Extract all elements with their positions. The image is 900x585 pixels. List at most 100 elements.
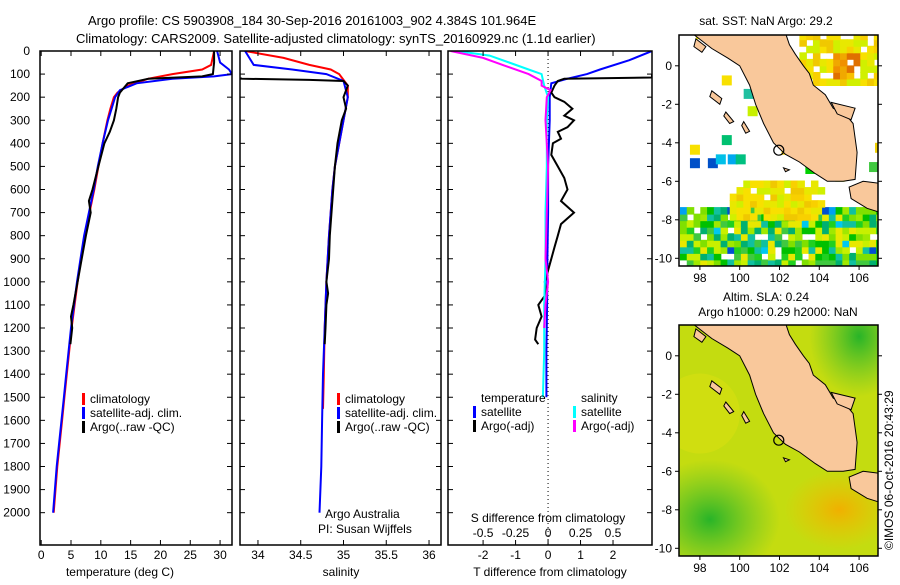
sst-cell [804,213,812,221]
sst-cell [815,239,823,248]
sst-cell [734,246,742,254]
sst-cell [713,233,722,241]
sst-cell [846,39,855,47]
sst-cell [876,246,878,254]
sst-cell [855,207,864,215]
y-tick-label: 1800 [3,460,30,474]
y-tick-label: -2 [661,387,672,401]
plot-frame [39,50,233,546]
sst-cell [707,158,718,169]
y-tick-label: 500 [10,159,30,173]
sst-cell [700,252,708,261]
sst-cell [842,259,850,266]
sst-cell [812,35,821,41]
sst-cell [781,259,789,266]
sst-cell [686,239,695,248]
sst-cell [822,252,830,261]
sst-cell [777,213,785,221]
series-group [240,51,349,513]
sst-cell [869,162,878,173]
y-tick-label: 1400 [3,367,30,381]
sst-cell [835,246,844,254]
sst-cell [750,213,758,221]
sst-cell [817,200,826,208]
sst-cell [835,239,844,248]
sst-cell [828,252,837,261]
sst-cell [799,52,807,60]
sst-cell [867,78,875,87]
sst-cell [819,58,828,67]
sst-cell [790,187,799,195]
sst-cell [734,233,742,241]
x-tick-label: 34 [251,548,265,562]
land-java [848,180,878,213]
s-diff-xlabel: S difference from climatology [471,511,626,525]
sst-cell [797,206,805,215]
sst-cell [797,213,805,221]
sst-cell [790,180,799,189]
sst-cell [700,213,708,222]
sst-cell [828,239,837,248]
x-tick-label: 106 [849,561,869,575]
sst-cell [839,39,848,47]
salinity-panel: 34 34.5 35 35.5 36 climatologysatellite-adj. … [239,50,442,562]
sst-cell [815,220,823,228]
sst-cell [860,78,868,87]
sst-cell [795,239,803,248]
sst-cell [855,246,864,254]
legend-swatch [337,407,340,419]
sst-cell [740,252,749,261]
legend-swatch [82,407,85,419]
sst-cell [750,193,758,202]
sst-cell [727,259,735,266]
sst-cell [853,45,862,54]
sst-cell [777,206,785,215]
y-tick-label: 1700 [3,436,30,450]
sst-cell [743,200,751,208]
sst-cell [846,78,855,87]
sst-cell [679,220,688,228]
sst-cell [747,207,756,215]
sst-cell [815,233,823,241]
sst-cell [810,180,819,189]
sst-cell [808,246,817,254]
sst-cell [770,187,778,195]
sst-cell [734,226,742,235]
x-tick-label: 15 [124,548,138,562]
legend-label: climatology [345,392,405,406]
sst-cell [819,45,828,54]
argo-position-marker [773,144,785,156]
sst-cell [795,220,803,228]
sst-cell [679,226,688,235]
sst-cell [743,193,751,202]
sst-cell [707,233,715,241]
sst-cell [822,246,830,254]
sst-cell [849,233,857,241]
sst-cell [720,233,729,241]
x-tick-label: -1 [510,548,521,562]
sst-cell [795,246,803,254]
x-tick-label: 104 [809,271,829,285]
x-tick-label: 98 [693,561,707,575]
sst-cell [849,252,857,261]
legend-swatch [473,420,476,432]
x2-tick-label: -0.25 [502,526,530,540]
y-tick-label: -4 [661,426,672,440]
sst-cell [720,207,729,215]
x-tick-label: 102 [769,561,789,575]
x-tick-label: 104 [809,561,829,575]
sst-cell [763,187,772,195]
sst-cell [869,259,877,266]
sst-cell [763,206,772,215]
sst-cell [862,246,871,254]
sst-cell [869,239,877,248]
sst-cell [713,220,722,228]
sst-cell [715,154,726,165]
sst-cell [876,239,878,248]
sst-cell [853,35,862,41]
x-tick-label: 98 [693,271,707,285]
sst-cell [819,65,828,73]
sst-cell [700,220,708,228]
sst-cell [743,88,754,99]
sst-cell [835,213,844,222]
